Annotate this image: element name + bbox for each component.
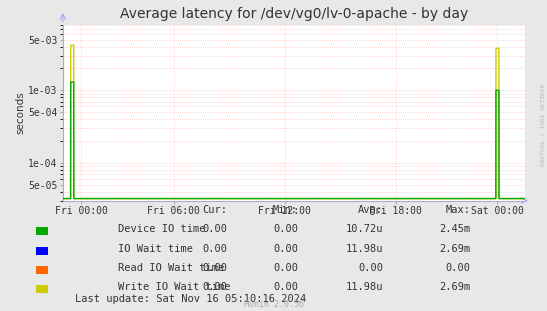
Text: 11.98u: 11.98u xyxy=(345,282,383,292)
Text: IO Wait time: IO Wait time xyxy=(118,244,193,253)
Text: 2.69m: 2.69m xyxy=(439,282,470,292)
Text: Munin 2.0.56: Munin 2.0.56 xyxy=(243,300,304,309)
Text: Cur:: Cur: xyxy=(202,205,227,215)
Text: Min:: Min: xyxy=(273,205,298,215)
Text: Write IO Wait time: Write IO Wait time xyxy=(118,282,230,292)
Text: 0.00: 0.00 xyxy=(273,224,298,234)
Text: 0.00: 0.00 xyxy=(273,244,298,253)
Text: 0.00: 0.00 xyxy=(445,263,470,273)
Text: 0.00: 0.00 xyxy=(202,282,227,292)
Text: 10.72u: 10.72u xyxy=(345,224,383,234)
Text: 2.45m: 2.45m xyxy=(439,224,470,234)
Text: 0.00: 0.00 xyxy=(358,263,383,273)
Y-axis label: seconds: seconds xyxy=(15,91,25,134)
Text: 0.00: 0.00 xyxy=(202,224,227,234)
Text: Read IO Wait time: Read IO Wait time xyxy=(118,263,224,273)
Text: RRDTOOL / TOBI OETIKER: RRDTOOL / TOBI OETIKER xyxy=(541,83,546,166)
Text: Device IO time: Device IO time xyxy=(118,224,205,234)
Title: Average latency for /dev/vg0/lv-0-apache - by day: Average latency for /dev/vg0/lv-0-apache… xyxy=(120,7,468,21)
Text: Max:: Max: xyxy=(445,205,470,215)
Text: Last update: Sat Nov 16 05:10:16 2024: Last update: Sat Nov 16 05:10:16 2024 xyxy=(75,294,306,304)
Text: 0.00: 0.00 xyxy=(273,263,298,273)
Text: 0.00: 0.00 xyxy=(202,263,227,273)
Text: Avg:: Avg: xyxy=(358,205,383,215)
Text: 2.69m: 2.69m xyxy=(439,244,470,253)
Text: 0.00: 0.00 xyxy=(202,244,227,253)
Text: 11.98u: 11.98u xyxy=(345,244,383,253)
Text: 0.00: 0.00 xyxy=(273,282,298,292)
